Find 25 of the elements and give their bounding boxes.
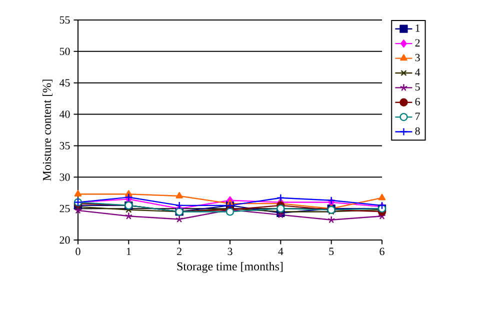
x-tick-label: 4 — [278, 248, 284, 255]
legend-label: 7 — [416, 112, 420, 120]
y-tick-label: 45 — [59, 79, 70, 87]
x-tick-label: 1 — [126, 248, 131, 256]
y-tick-label: 20 — [60, 236, 70, 244]
legend-label: 8 — [415, 127, 420, 135]
y-tick-label: 40 — [59, 110, 70, 118]
x-tick-label: 6 — [380, 248, 384, 256]
legend-label: 4 — [415, 68, 420, 76]
y-tick-label: 50 — [60, 48, 70, 56]
y-tick-label: 55 — [60, 16, 70, 24]
y-tick-label: 25 — [60, 204, 70, 212]
y-tick-label: 30 — [60, 173, 70, 181]
legend-label: 5 — [415, 83, 420, 91]
legend-label: 1 — [416, 24, 420, 32]
y-tick-label: 35 — [60, 142, 70, 150]
y-axis-title: Moisture content [%] — [42, 80, 52, 181]
x-tick-label: 0 — [76, 248, 80, 256]
legend-label: 3 — [415, 54, 420, 62]
x-tick-label: 2 — [177, 248, 182, 256]
legend-label: 6 — [415, 98, 420, 106]
legend-label: 2 — [415, 39, 420, 46]
x-tick-label: 3 — [228, 248, 232, 256]
x-axis-title: Storage time [months] — [177, 262, 283, 273]
x-tick-label: 5 — [329, 248, 334, 256]
